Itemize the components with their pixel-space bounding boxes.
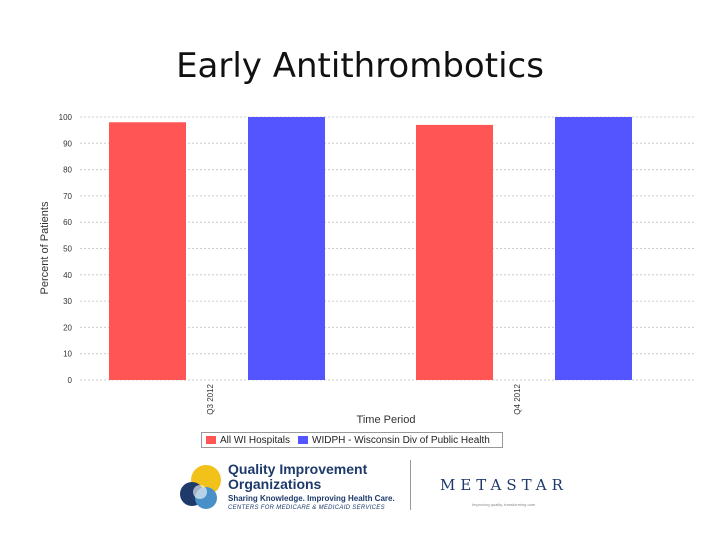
y-tick-label: 50	[63, 245, 72, 254]
footer-logos: Quality Improvement Organizations Sharin…	[170, 458, 590, 518]
qio-logo-icon	[180, 465, 221, 509]
y-tick-label: 100	[59, 113, 73, 122]
cms-text: CENTERS FOR MEDICARE & MEDICAID SERVICES	[228, 505, 385, 511]
qio-logo-text: Quality Improvement Organizations Sharin…	[228, 461, 395, 512]
y-tick-label: 0	[68, 376, 73, 385]
legend-swatch-red	[206, 436, 216, 444]
y-tick-label: 10	[63, 350, 72, 359]
legend-swatch-blue	[298, 436, 309, 444]
legend-label: All WI Hospitals	[220, 434, 291, 446]
y-axis-label: Percent of Patients	[39, 201, 51, 294]
x-axis-label: Time Period	[357, 414, 416, 426]
legend-label: WIDPH - Wisconsin Div of Public Health	[312, 434, 490, 446]
chart-legend: All WI Hospitals WIDPH - Wisconsin Div o…	[201, 432, 503, 448]
y-tick-label: 80	[63, 166, 72, 175]
y-tick-label: 20	[63, 323, 72, 332]
y-tick-label: 40	[63, 271, 72, 280]
y-tick-label: 90	[63, 139, 72, 148]
qio-line2: Organizations	[228, 476, 322, 492]
legend-item-all-wi-hospitals: All WI Hospitals	[206, 435, 290, 446]
bar-series-1-cat-1	[555, 117, 632, 380]
qio-line1: Quality Improvement	[228, 461, 368, 477]
bar-series-0-cat-0	[109, 122, 186, 380]
y-tick-label: 30	[63, 297, 72, 306]
chart-bars	[109, 117, 632, 380]
logo-divider	[410, 460, 411, 510]
metastar-tagline: Improving quality, transforming care	[472, 502, 536, 507]
x-axis-ticks: Q3 2012 Q4 2012	[206, 383, 522, 414]
qio-tagline: Sharing Knowledge. Improving Health Care…	[228, 494, 395, 503]
x-tick-label: Q4 2012	[513, 383, 522, 414]
slide-title: Early Antithrombotics	[176, 46, 544, 86]
bar-series-1-cat-0	[248, 117, 325, 380]
y-tick-label: 60	[63, 218, 72, 227]
metastar-logo: METASTAR	[440, 476, 568, 494]
x-tick-label: Q3 2012	[206, 383, 215, 414]
bar-series-0-cat-1	[416, 124, 493, 380]
y-axis-ticks: 0 10 20 30 40 50 60 70 80 90 100	[59, 113, 73, 385]
legend-item-widph: WIDPH - Wisconsin Div of Public Health	[298, 435, 490, 446]
y-tick-label: 70	[63, 192, 72, 201]
